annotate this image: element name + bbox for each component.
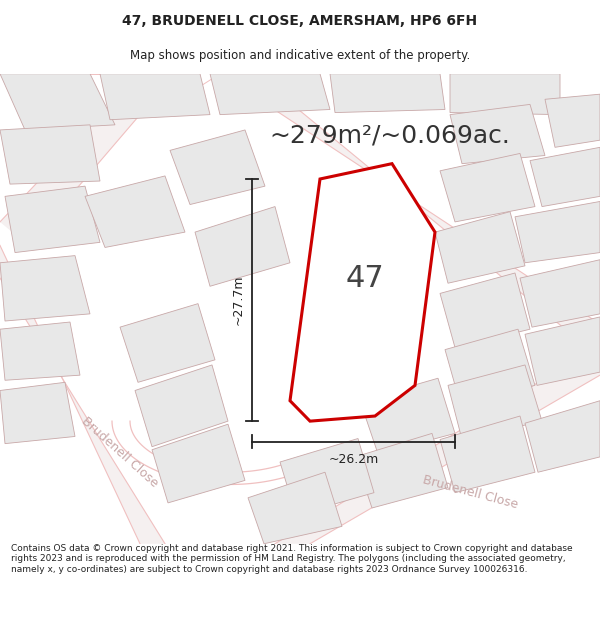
Polygon shape: [0, 382, 75, 444]
Polygon shape: [170, 130, 265, 204]
Polygon shape: [530, 148, 600, 207]
Text: Brudenell Close: Brudenell Close: [421, 474, 519, 512]
Polygon shape: [210, 74, 330, 114]
Text: Brudenell Close: Brudenell Close: [79, 414, 161, 489]
Polygon shape: [120, 304, 215, 382]
Polygon shape: [0, 74, 175, 246]
Polygon shape: [0, 322, 80, 380]
Polygon shape: [5, 186, 100, 253]
Polygon shape: [0, 74, 115, 130]
Polygon shape: [195, 207, 290, 286]
Text: Map shows position and indicative extent of the property.: Map shows position and indicative extent…: [130, 49, 470, 62]
Polygon shape: [440, 273, 530, 348]
Polygon shape: [135, 365, 228, 447]
Polygon shape: [85, 176, 185, 248]
Text: 47: 47: [346, 264, 385, 292]
Polygon shape: [0, 246, 165, 544]
Polygon shape: [525, 317, 600, 386]
Polygon shape: [0, 125, 100, 184]
Polygon shape: [525, 401, 600, 472]
Polygon shape: [0, 256, 90, 321]
Text: ~26.2m: ~26.2m: [328, 454, 379, 466]
Polygon shape: [290, 164, 435, 421]
Polygon shape: [445, 329, 535, 402]
Polygon shape: [220, 74, 600, 358]
Polygon shape: [520, 260, 600, 327]
Polygon shape: [275, 344, 600, 544]
Polygon shape: [545, 94, 600, 148]
Polygon shape: [450, 104, 545, 164]
Polygon shape: [435, 212, 525, 283]
Polygon shape: [360, 378, 455, 454]
Polygon shape: [448, 365, 542, 439]
Text: ~27.7m: ~27.7m: [232, 275, 245, 326]
Polygon shape: [330, 74, 445, 112]
Polygon shape: [450, 74, 560, 114]
Polygon shape: [440, 416, 535, 492]
Polygon shape: [100, 74, 210, 120]
Polygon shape: [152, 424, 245, 503]
Text: Contains OS data © Crown copyright and database right 2021. This information is : Contains OS data © Crown copyright and d…: [11, 544, 572, 574]
Polygon shape: [248, 472, 342, 544]
Polygon shape: [515, 201, 600, 262]
Text: ~279m²/~0.069ac.: ~279m²/~0.069ac.: [269, 123, 511, 147]
Polygon shape: [280, 439, 374, 515]
Polygon shape: [440, 154, 535, 222]
Text: 47, BRUDENELL CLOSE, AMERSHAM, HP6 6FH: 47, BRUDENELL CLOSE, AMERSHAM, HP6 6FH: [122, 14, 478, 28]
Polygon shape: [355, 433, 448, 508]
